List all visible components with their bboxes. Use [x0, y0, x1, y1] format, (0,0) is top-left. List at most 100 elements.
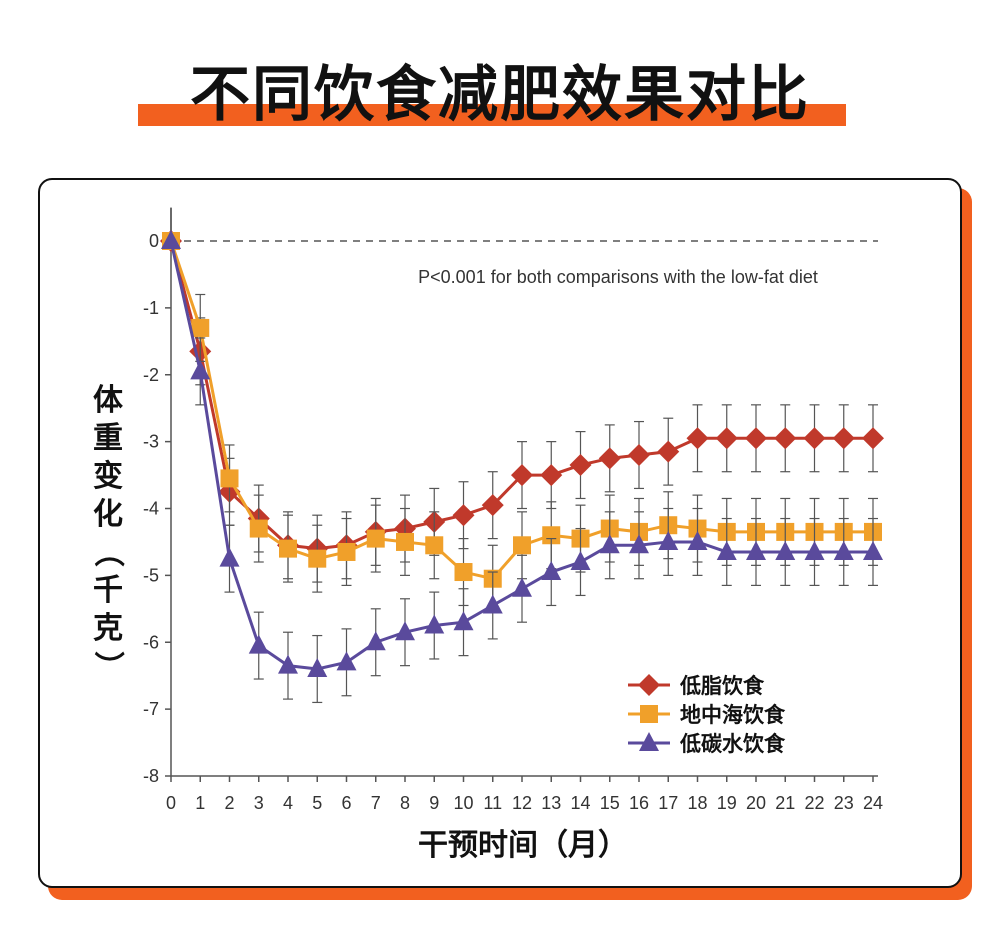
x-tick-label: 2: [224, 793, 234, 813]
data-point: [804, 540, 825, 560]
y-axis-label-char: 体: [93, 383, 124, 418]
y-tick-label: -5: [143, 565, 159, 585]
data-point: [425, 536, 444, 555]
y-axis-label-char: ）: [90, 651, 125, 681]
y-tick-label: -3: [143, 432, 159, 452]
data-point: [366, 529, 385, 548]
legend-label: 低碳水饮食: [679, 732, 786, 756]
data-point: [365, 631, 386, 651]
x-tick-label: 19: [717, 793, 737, 813]
data-point: [513, 536, 531, 555]
y-axis-label-char: 千: [93, 573, 123, 608]
annotation: P<0.001 for both comparisons with the lo…: [418, 267, 818, 287]
data-point: [307, 658, 328, 677]
x-axis-label: 干预时间（月）: [418, 828, 628, 863]
x-tick-label: 20: [746, 793, 766, 813]
x-tick-label: 23: [834, 793, 854, 813]
data-point: [511, 464, 533, 487]
y-axis-label-char: 重: [93, 421, 123, 456]
data-point: [716, 540, 737, 560]
data-point: [452, 504, 475, 527]
data-point: [278, 654, 298, 674]
data-point: [248, 634, 269, 654]
data-point: [220, 469, 239, 488]
x-tick-label: 1: [195, 793, 205, 813]
data-point: [424, 614, 445, 634]
data-point: [308, 549, 327, 568]
x-tick-label: 13: [541, 793, 561, 813]
y-tick-label: -7: [143, 699, 159, 719]
data-point: [715, 427, 738, 450]
data-point: [833, 540, 854, 560]
axes: [165, 208, 878, 782]
data-point: [775, 540, 796, 560]
x-tick-label: 7: [371, 793, 381, 813]
x-tick-label: 0: [166, 793, 176, 813]
y-tick-label: -8: [143, 766, 159, 786]
data-point: [862, 427, 884, 450]
data-point: [745, 427, 767, 450]
legend-label: 低脂饮食: [679, 674, 765, 698]
data-point: [453, 611, 474, 631]
data-point: [863, 540, 883, 560]
y-axis-label-char: 变: [93, 459, 123, 494]
data-point: [482, 594, 503, 614]
x-tick-label: 22: [804, 793, 824, 813]
y-axis-label-char: （: [90, 537, 125, 567]
data-point: [279, 539, 297, 558]
legend-label: 地中海饮食: [680, 703, 786, 727]
data-point: [629, 534, 649, 554]
y-tick-label: -1: [143, 298, 159, 318]
legend-swatch-marker: [640, 705, 658, 723]
x-tick-label: 17: [658, 793, 678, 813]
x-tick-label: 4: [283, 793, 293, 813]
data-point: [454, 563, 473, 582]
x-tick-label: 14: [570, 793, 590, 813]
x-tick-label: 21: [775, 793, 795, 813]
x-tick-label: 24: [863, 793, 883, 813]
x-tick-label: 12: [512, 793, 532, 813]
data-point: [190, 360, 211, 380]
x-tick-label: 6: [341, 793, 351, 813]
data-point: [219, 547, 240, 567]
y-tick-label: -6: [143, 632, 159, 652]
x-tick-label: 18: [687, 793, 707, 813]
data-point: [540, 464, 563, 487]
data-point: [774, 427, 797, 450]
data-point: [191, 318, 210, 337]
data-point: [569, 454, 592, 477]
x-tick-label: 15: [600, 793, 620, 813]
series-layer: [160, 207, 884, 704]
data-point: [746, 540, 766, 560]
data-point: [687, 530, 708, 550]
data-point: [396, 532, 414, 551]
legend-swatch-marker: [638, 674, 660, 696]
data-point: [628, 444, 650, 466]
data-point: [658, 530, 679, 550]
data-point: [832, 427, 855, 450]
data-point: [599, 534, 620, 554]
x-tick-label: 11: [483, 793, 502, 813]
x-tick-label: 5: [312, 793, 322, 813]
data-point: [336, 651, 357, 671]
data-point: [249, 519, 268, 538]
data-point: [337, 542, 356, 561]
x-tick-label: 9: [429, 793, 439, 813]
data-point: [481, 494, 504, 517]
data-point: [161, 230, 181, 249]
x-tick-label: 10: [453, 793, 473, 813]
series-2: [161, 207, 883, 704]
data-point: [598, 447, 621, 470]
title-underline-bar: [138, 104, 846, 126]
data-point: [686, 427, 709, 450]
tick-labels: 0-1-2-3-4-5-6-7-80 1 2 3 4 5 6 7 8 9 10 11 12 13 14 15 1…: [143, 231, 883, 813]
y-tick-label: 0: [149, 231, 159, 251]
y-axis-label-char: 化: [93, 497, 123, 532]
y-axis-label-char: 克: [93, 611, 123, 646]
data-point: [542, 526, 561, 545]
data-point: [512, 577, 532, 597]
page-title: 不同饮食减肥效果对比: [190, 60, 810, 130]
x-tick-label: 3: [254, 793, 264, 813]
